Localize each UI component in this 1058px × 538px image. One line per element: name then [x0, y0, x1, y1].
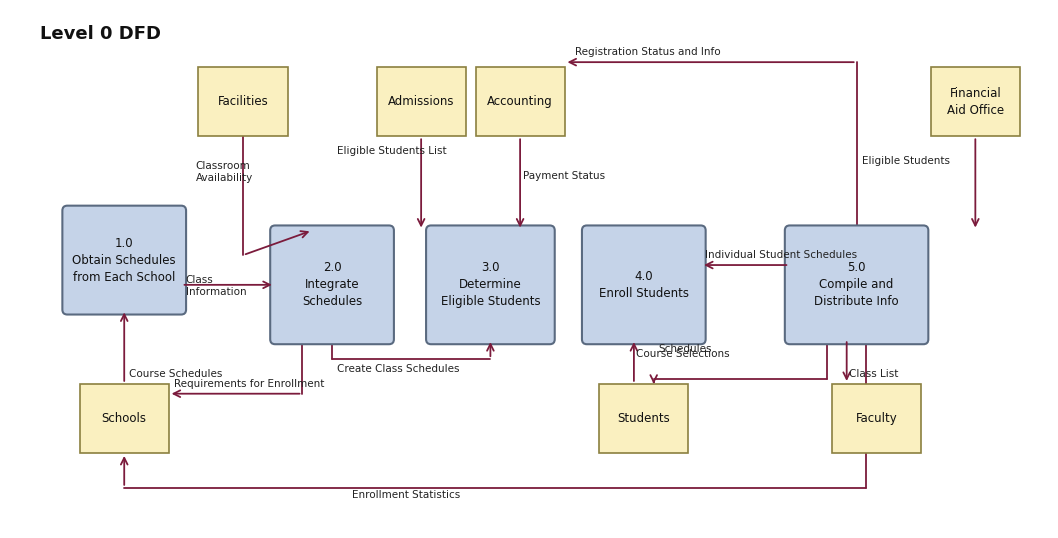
Text: 4.0
Enroll Students: 4.0 Enroll Students [599, 270, 689, 300]
FancyBboxPatch shape [475, 67, 565, 137]
Text: Students: Students [618, 412, 670, 425]
Text: Eligible Students: Eligible Students [861, 156, 949, 166]
FancyBboxPatch shape [377, 67, 466, 137]
Text: Financial
Aid Office: Financial Aid Office [947, 87, 1004, 117]
FancyBboxPatch shape [270, 225, 394, 344]
Text: Class List: Class List [849, 369, 898, 379]
Text: Level 0 DFD: Level 0 DFD [40, 25, 161, 44]
Text: Registration Status and Info: Registration Status and Info [574, 47, 720, 57]
Text: Eligible Students List: Eligible Students List [338, 146, 446, 156]
Text: Payment Status: Payment Status [523, 171, 605, 181]
FancyBboxPatch shape [931, 67, 1020, 137]
FancyBboxPatch shape [785, 225, 928, 344]
Text: Enrollment Statistics: Enrollment Statistics [352, 490, 460, 500]
FancyBboxPatch shape [62, 206, 186, 315]
Text: 5.0
Compile and
Distribute Info: 5.0 Compile and Distribute Info [815, 261, 899, 308]
Text: Create Class Schedules: Create Class Schedules [338, 364, 459, 374]
Text: Course Schedules: Course Schedules [129, 369, 222, 379]
Text: Requirements for Enrollment: Requirements for Enrollment [174, 379, 324, 389]
Text: Course Selections: Course Selections [636, 349, 730, 359]
Text: 2.0
Integrate
Schedules: 2.0 Integrate Schedules [302, 261, 362, 308]
Text: Admissions: Admissions [388, 95, 454, 108]
Text: Facilities: Facilities [218, 95, 269, 108]
Text: Accounting: Accounting [488, 95, 553, 108]
Text: Individual Student Schedules: Individual Student Schedules [706, 250, 857, 260]
FancyBboxPatch shape [199, 67, 288, 137]
Text: Class
Information: Class Information [185, 275, 247, 296]
Text: Schools: Schools [102, 412, 147, 425]
FancyBboxPatch shape [426, 225, 554, 344]
Text: Faculty: Faculty [856, 412, 897, 425]
Text: Schedules: Schedules [659, 344, 712, 354]
Text: Classroom
Availability: Classroom Availability [196, 161, 253, 183]
FancyBboxPatch shape [832, 384, 920, 453]
Text: 3.0
Determine
Eligible Students: 3.0 Determine Eligible Students [440, 261, 541, 308]
FancyBboxPatch shape [599, 384, 689, 453]
Text: 1.0
Obtain Schedules
from Each School: 1.0 Obtain Schedules from Each School [72, 237, 176, 284]
FancyBboxPatch shape [79, 384, 169, 453]
FancyBboxPatch shape [582, 225, 706, 344]
